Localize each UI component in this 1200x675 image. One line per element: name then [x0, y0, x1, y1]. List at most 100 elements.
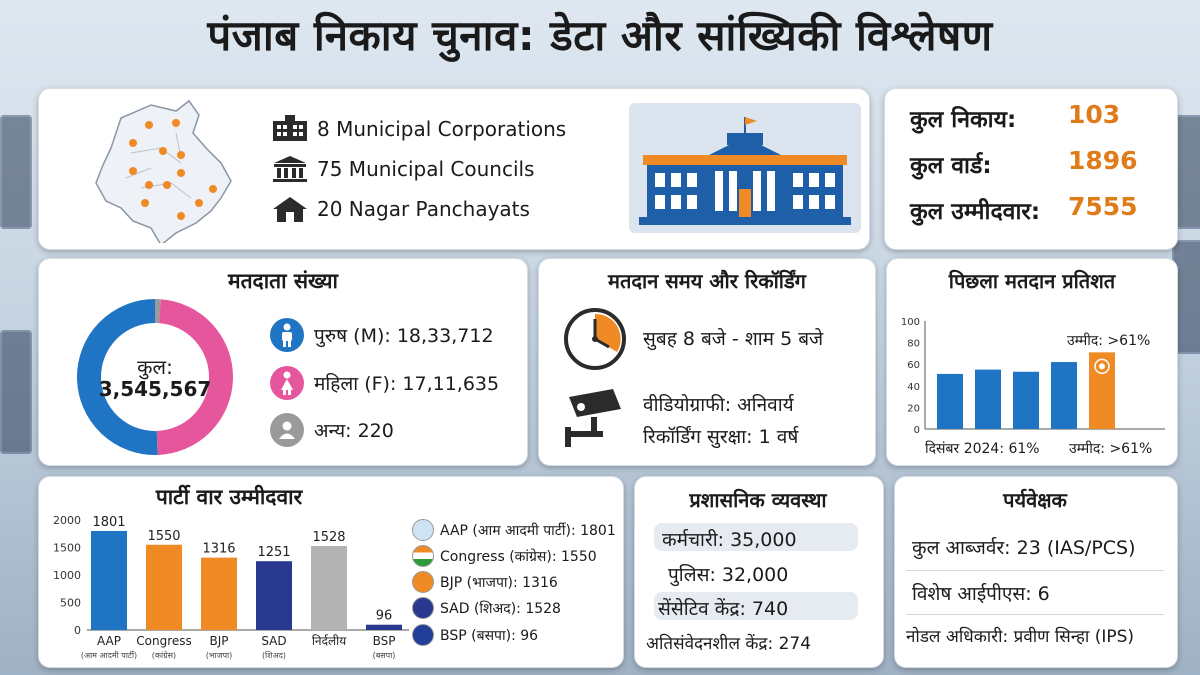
y-tick-label: 60 — [907, 360, 920, 371]
pillar-building-icon — [273, 156, 307, 182]
total-candidates-value: 7555 — [1068, 192, 1138, 221]
observers-ips: विशेष आईपीएस: 6 — [912, 583, 1050, 605]
donut-total-value: 3,545,567 — [98, 377, 212, 401]
bar-SAD — [256, 561, 292, 630]
legend-bjp: BJP (भाजपा): 1316 — [440, 574, 558, 591]
donut-total-label: कुल: — [137, 355, 173, 379]
voter-male-row: पुरुष (M): 18,33,712 — [270, 318, 494, 352]
sad-logo-icon — [412, 597, 434, 619]
total-bodies-label: कुल निकाय: — [910, 107, 1017, 133]
timing-title: मतदान समय और रिकॉर्डिंग — [608, 269, 806, 293]
background-monitor — [0, 330, 32, 454]
bar-value-label: 1251 — [257, 545, 290, 560]
divider — [906, 614, 1164, 615]
turnout-card: पिछला मतदान प्रतिशत 0 20 40 60 80 100 उम्मीद:… — [886, 258, 1178, 466]
party-title: पार्टी वार उम्मीदवार — [155, 485, 303, 509]
aap-logo-icon — [412, 519, 434, 541]
turnout-bar — [975, 369, 1001, 429]
category-label: BSP — [373, 634, 396, 648]
legend-aap: AAP (आम आदमी पार्टी): 1801 — [440, 522, 616, 539]
voter-female-text: महिला (F): 17,11,635 — [314, 373, 500, 395]
bar-value-label: 96 — [376, 609, 393, 624]
turnout-bar — [1051, 362, 1077, 429]
person-icon — [270, 413, 304, 447]
observers-title: पर्यवेक्षक — [1003, 488, 1067, 512]
admin-police: पुलिस: 32,000 — [668, 564, 789, 586]
total-wards-label: कुल वार्ड: — [910, 153, 992, 179]
total-candidates-label: कुल उम्मीदवार: — [910, 199, 1041, 225]
timing-security: रिकॉर्डिंग सुरक्षा: 1 वर्ष — [643, 426, 799, 448]
government-building-icon — [639, 117, 851, 225]
voter-male-text: पुरुष (M): 18,33,712 — [314, 325, 494, 347]
turnout-x-right: उम्मीद: >61% — [1069, 441, 1153, 457]
bar-value-label: 1550 — [147, 529, 180, 544]
category-sublabel: (आम आदमी पार्टी) — [81, 650, 137, 660]
category-label: SAD — [261, 634, 286, 648]
legend-congress: Congress (कांग्रेस): 1550 — [440, 548, 597, 565]
turnout-expect-label: उम्मीद: >61% — [1067, 333, 1151, 349]
bar-AAP — [91, 530, 127, 630]
category-label: निर्दलीय — [312, 634, 347, 648]
category-sublabel: (कांग्रेस) — [152, 650, 176, 660]
bar-Congress — [146, 544, 182, 630]
party-legend-item: AAP (आम आदमी पार्टी): 1801 — [412, 519, 616, 541]
bodies-item-panchayats: 20 Nagar Panchayats — [317, 197, 530, 221]
timing-hours: सुबह 8 बजे - शाम 5 बजे — [643, 328, 824, 350]
category-sublabel: (बसपा) — [373, 651, 396, 660]
party-legend-item: Congress (कांग्रेस): 1550 — [412, 545, 597, 567]
party-legend-item: SAD (शिअद): 1528 — [412, 597, 561, 619]
building-icon — [273, 115, 307, 141]
divider — [906, 570, 1164, 571]
male-icon — [270, 318, 304, 352]
timing-video: वीडियोग्राफी: अनिवार्य — [643, 394, 794, 416]
admin-staff: कर्मचारी: 35,000 — [662, 529, 797, 551]
party-bar-chart: 0 500 1000 1500 2000 1801 AAP (आम आदमी पार्टी) 1… — [53, 514, 409, 660]
legend-bsp: BSP (बसपा): 96 — [440, 627, 539, 644]
observers-total: कुल आब्जर्वर: 23 (IAS/PCS) — [912, 537, 1136, 559]
female-icon — [270, 366, 304, 400]
party-card: पार्टी वार उम्मीदवार 0 500 1000 1500 2000 180… — [38, 476, 624, 668]
timing-card: मतदान समय और रिकॉर्डिंग सुबह 8 बजे - शाम… — [538, 258, 876, 466]
bar-निर्दलीय — [311, 545, 347, 630]
y-tick-label: 2000 — [53, 514, 81, 527]
donut-slice-female — [156, 299, 233, 455]
voter-other-row: अन्य: 220 — [270, 413, 394, 447]
total-wards-value: 1896 — [1068, 146, 1138, 175]
voter-other-text: अन्य: 220 — [314, 420, 394, 442]
bodies-row: 8 Municipal Corporations — [271, 115, 566, 143]
party-legend-item: BSP (बसपा): 96 — [412, 624, 538, 646]
y-tick-label: 0 — [74, 624, 81, 637]
legend-sad: SAD (शिअद): 1528 — [440, 600, 561, 617]
turnout-bar-chart: 0 20 40 60 80 100 — [901, 317, 1165, 436]
voter-female-row: महिला (F): 17,11,635 — [270, 366, 499, 400]
category-label: BJP — [209, 634, 228, 648]
bar-BJP — [201, 557, 237, 630]
y-tick-label: 20 — [907, 403, 920, 414]
y-tick-label: 80 — [907, 339, 920, 350]
bodies-item-corporations: 8 Municipal Corporations — [317, 117, 567, 141]
category-label: Congress — [136, 634, 192, 648]
bar-value-label: 1801 — [92, 515, 125, 530]
voters-title: मतदाता संख्या — [228, 269, 338, 293]
bodies-item-councils: 75 Municipal Councils — [317, 157, 535, 181]
admin-sensitive: सेंसेटिव केंद्र: 740 — [658, 598, 789, 620]
category-sublabel: (भाजपा) — [206, 651, 233, 660]
page-title: पंजाब निकाय चुनाव: डेटा और सांख्यिकी विश… — [207, 11, 993, 60]
congress-logo-icon — [412, 545, 434, 567]
turnout-x-left: दिसंबर 2024: 61% — [925, 441, 1040, 457]
turnout-bar — [1013, 371, 1039, 429]
cctv-camera-icon — [565, 389, 621, 447]
admin-highlight — [654, 592, 858, 620]
y-tick-label: 100 — [901, 317, 920, 328]
target-icon — [1094, 358, 1110, 375]
admin-hyper: अतिसंवेदनशील केंद्र: 274 — [646, 634, 812, 654]
bar-value-label: 1316 — [202, 542, 235, 557]
y-tick-label: 500 — [60, 597, 81, 610]
bjp-logo-icon — [412, 571, 434, 593]
admin-highlight — [654, 523, 858, 551]
turnout-title: पिछला मतदान प्रतिशत — [948, 269, 1116, 293]
turnout-bar — [937, 373, 963, 429]
totals-card — [884, 88, 1178, 250]
y-tick-label: 0 — [914, 425, 920, 436]
total-bodies-value: 103 — [1068, 100, 1121, 129]
